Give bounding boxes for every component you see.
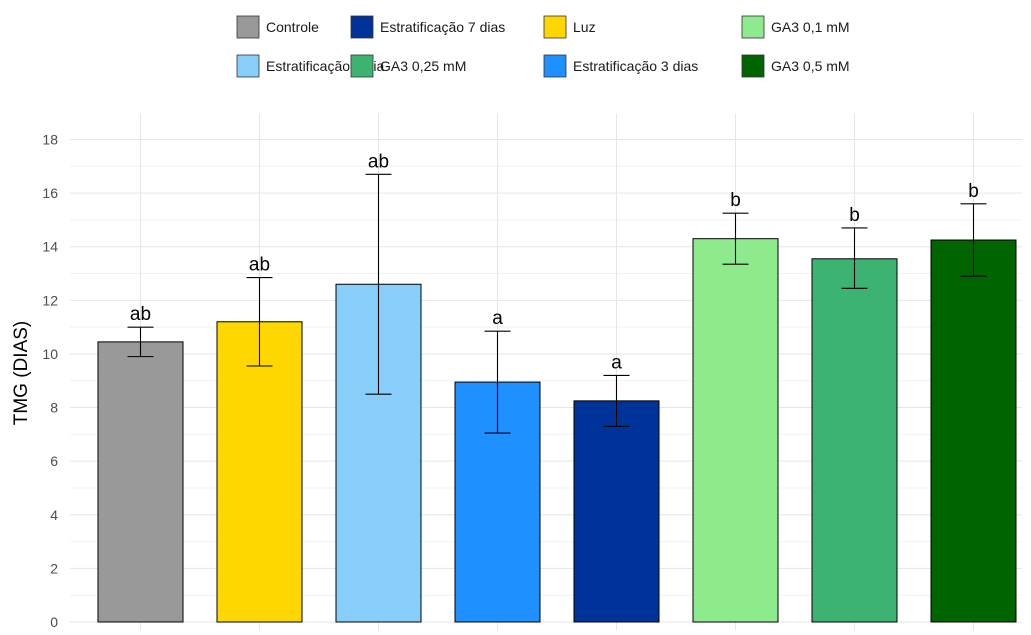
significance-label: b	[730, 190, 741, 211]
legend-item: GA3 0,25 mM	[350, 54, 466, 78]
significance-label: a	[611, 352, 622, 373]
y-axis-label: TMG (DIAS)	[11, 321, 32, 426]
y-tick-label: 10	[42, 346, 58, 362]
error-bar	[722, 212, 749, 265]
legend-swatch	[543, 15, 567, 39]
error-bar	[960, 203, 987, 277]
bar	[573, 400, 660, 623]
error-bar	[484, 330, 511, 434]
y-tick-label: 14	[42, 239, 58, 255]
legend-swatch	[350, 15, 374, 39]
y-tick-label: 4	[50, 507, 58, 523]
error-bar	[365, 173, 392, 395]
legend-label: GA3 0,1 mM	[771, 19, 850, 35]
error-bar	[603, 374, 630, 427]
error-bar	[127, 326, 154, 358]
legend-label: GA3 0,5 mM	[771, 58, 850, 74]
legend-swatch	[236, 54, 260, 78]
y-tick-label: 12	[42, 292, 58, 308]
legend-item: Luz	[543, 15, 596, 39]
bars	[97, 238, 1017, 623]
legend-swatch	[543, 54, 567, 78]
legend-label: Luz	[573, 19, 596, 35]
legend-item: Estratificação 3 dias	[543, 54, 698, 78]
legend-label: Controle	[266, 19, 319, 35]
bar	[930, 239, 1017, 623]
error-bars	[127, 173, 987, 434]
legend-item: Controle	[236, 15, 319, 39]
significance-label: b	[968, 181, 979, 202]
bar	[692, 238, 779, 623]
y-tick-label: 2	[50, 560, 58, 576]
y-tick-label: 18	[42, 132, 58, 148]
y-tick-label: 16	[42, 185, 58, 201]
y-tick-label: 0	[50, 614, 58, 630]
legend-swatch	[236, 15, 260, 39]
error-bar	[246, 276, 273, 367]
legend-label: Estratificação 3 dias	[573, 58, 698, 74]
bar	[216, 321, 303, 623]
y-axis-ticks: 0 2 4 6 8 10 12 14 16 18	[42, 132, 58, 631]
legend-item: GA3 0,5 mM	[741, 54, 850, 78]
error-bar	[841, 227, 868, 289]
legend-swatch	[741, 15, 765, 39]
legend-swatch	[741, 54, 765, 78]
legend-label: GA3 0,25 mM	[380, 58, 466, 74]
legend-item: GA3 0,1 mM	[741, 15, 850, 39]
y-tick-label: 8	[50, 400, 58, 416]
legend-label: Estratificação 7 dias	[380, 19, 505, 35]
bar	[811, 258, 898, 623]
legend-swatch	[350, 54, 374, 78]
legend-item: Estratificação 7 dias	[350, 15, 505, 39]
significance-label: ab	[368, 151, 389, 172]
y-tick-label: 6	[50, 453, 58, 469]
significance-label: a	[492, 308, 503, 329]
significance-label: ab	[130, 304, 151, 325]
bar	[97, 341, 184, 623]
significance-label: b	[849, 205, 860, 226]
significance-label: ab	[249, 255, 270, 276]
